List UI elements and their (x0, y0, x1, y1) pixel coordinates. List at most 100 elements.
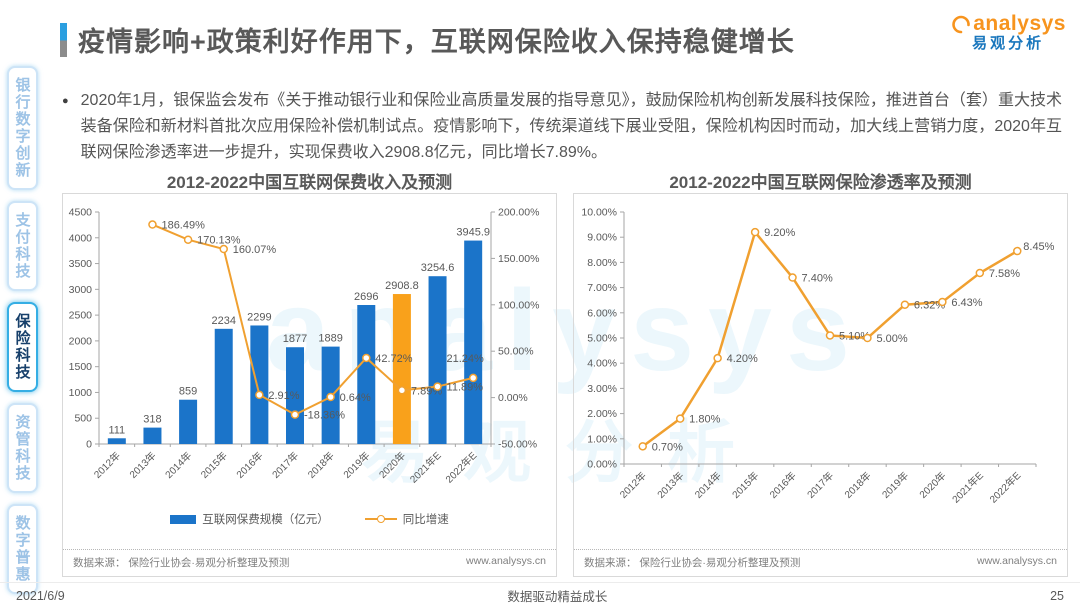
svg-text:200.00%: 200.00% (498, 207, 539, 219)
logo-cn-text: 易观分析 (972, 35, 1045, 53)
svg-text:8.45%: 8.45% (1023, 241, 1054, 253)
svg-text:2013年: 2013年 (654, 469, 686, 501)
svg-text:2.91%: 2.91% (268, 390, 299, 402)
svg-text:0.00%: 0.00% (498, 392, 528, 404)
svg-text:2020年: 2020年 (916, 469, 948, 501)
svg-text:2013年: 2013年 (127, 449, 159, 481)
svg-text:1889: 1889 (318, 333, 342, 345)
sidebar: 银行数字创新 支付科技 保险科技 资管科技 数字普惠 (3, 66, 41, 594)
site-text: www.analysys.cn (977, 555, 1057, 567)
svg-text:2019年: 2019年 (879, 469, 911, 501)
svg-text:5.10%: 5.10% (839, 330, 870, 342)
svg-text:2019年: 2019年 (340, 449, 372, 481)
intro-paragraph: 2020年1月，银保监会发布《关于推动银行业和保险业高质量发展的指导意见》，鼓励… (80, 92, 1062, 161)
svg-text:3000: 3000 (69, 284, 93, 296)
svg-text:2012年: 2012年 (617, 469, 649, 501)
footer-page-number: 25 (1050, 588, 1064, 603)
penetration-rate-chart: 0.00% 1.00% 2.00% 3.00% 4.00% 5.00% 6.00% 7.00%… (581, 207, 1054, 506)
svg-text:5.00%: 5.00% (587, 333, 617, 345)
svg-text:2018年: 2018年 (305, 449, 337, 481)
bullet-icon: ● (62, 95, 69, 107)
svg-text:1000: 1000 (69, 387, 93, 399)
svg-text:2020年: 2020年 (376, 449, 408, 481)
svg-text:-50.00%: -50.00% (498, 439, 537, 451)
svg-text:2500: 2500 (69, 310, 93, 322)
chart-panel-premium-income: 0 500 1000 1500 2000 2500 3000 3500 4000 4500 -50.… (62, 193, 557, 577)
svg-text:2021年E: 2021年E (407, 449, 444, 486)
svg-text:318: 318 (143, 414, 161, 426)
chart-panel-penetration-rate: 0.00% 1.00% 2.00% 3.00% 4.00% 5.00% 6.00% 7.00%… (573, 193, 1068, 577)
svg-text:2017年: 2017年 (804, 469, 836, 501)
svg-text:0.70%: 0.70% (652, 441, 683, 453)
sidebar-item-insurance-tech[interactable]: 保险科技 (6, 302, 38, 392)
svg-text:2299: 2299 (247, 311, 271, 323)
intro-section: ● 2020年1月，银保监会发布《关于推动银行业和保险业高质量发展的指导意见》，… (62, 88, 1062, 166)
svg-text:6.32%: 6.32% (914, 300, 945, 312)
logo-swirl-icon (952, 15, 971, 33)
sidebar-item-bank-digital-innovation[interactable]: 银行数字创新 (6, 66, 38, 190)
svg-text:186.49%: 186.49% (161, 220, 205, 232)
svg-text:1877: 1877 (283, 333, 307, 345)
logo-brand-text: analysys (973, 12, 1066, 35)
svg-text:2014年: 2014年 (162, 449, 194, 481)
svg-text:2016年: 2016年 (233, 449, 265, 481)
svg-text:2012年: 2012年 (91, 449, 123, 481)
svg-text:11.89%: 11.89% (447, 382, 484, 394)
svg-text:0.64%: 0.64% (340, 392, 371, 404)
analysys-logo: analysys 易观分析 (950, 12, 1066, 53)
svg-text:2234: 2234 (211, 315, 235, 327)
svg-text:100.00%: 100.00% (498, 299, 539, 311)
page-title: 疫情影响+政策利好作用下，互联网保险收入保持稳健增长 (78, 27, 795, 57)
svg-text:21.24%: 21.24% (447, 353, 485, 365)
svg-text:7.00%: 7.00% (587, 282, 617, 294)
svg-text:2017年: 2017年 (269, 449, 301, 481)
svg-text:-18.36%: -18.36% (304, 410, 345, 422)
svg-text:160.07%: 160.07% (233, 244, 277, 256)
svg-text:4000: 4000 (69, 232, 93, 244)
source-note: 数据来源： 保险行业协会·易观分析整理及预测 (584, 557, 801, 569)
svg-text:6.43%: 6.43% (951, 297, 982, 309)
source-note: 数据来源： 保险行业协会·易观分析整理及预测 (73, 557, 290, 569)
svg-text:500: 500 (74, 413, 92, 425)
svg-text:2016年: 2016年 (767, 469, 799, 501)
svg-text:1500: 1500 (69, 361, 93, 373)
svg-text:3500: 3500 (69, 258, 93, 270)
svg-text:4500: 4500 (69, 207, 93, 219)
svg-text:0: 0 (86, 439, 92, 451)
svg-text:8.00%: 8.00% (587, 257, 617, 269)
svg-text:2022年E: 2022年E (443, 449, 480, 486)
svg-text:4.00%: 4.00% (587, 358, 617, 370)
svg-text:42.72%: 42.72% (375, 353, 413, 365)
svg-text:1.80%: 1.80% (689, 414, 720, 426)
legend-line-swatch (364, 515, 397, 523)
sidebar-item-digital-inclusion[interactable]: 数字普惠 (6, 504, 38, 594)
svg-text:6.00%: 6.00% (587, 307, 617, 319)
svg-text:7.58%: 7.58% (989, 268, 1020, 280)
premium-income-chart: 0 500 1000 1500 2000 2500 3000 3500 4000 4500 -50.… (69, 207, 540, 486)
sidebar-item-asset-management-tech[interactable]: 资管科技 (6, 403, 38, 493)
svg-text:7.40%: 7.40% (802, 273, 833, 285)
svg-text:2018年: 2018年 (842, 469, 874, 501)
panel-footer: 数据来源： 保险行业协会·易观分析整理及预测 www.analysys.cn (63, 549, 556, 576)
panel-footer: 数据来源： 保险行业协会·易观分析整理及预测 www.analysys.cn (574, 549, 1067, 576)
svg-text:9.20%: 9.20% (764, 227, 795, 239)
svg-text:150.00%: 150.00% (498, 253, 539, 265)
page-footer: 2021/6/9 数据驱动精益成长 25 (0, 582, 1080, 608)
svg-text:4.20%: 4.20% (727, 353, 758, 365)
svg-text:2015年: 2015年 (198, 449, 230, 481)
header: 疫情影响+政策利好作用下，互联网保险收入保持稳健增长 (60, 20, 795, 59)
footer-date: 2021/6/9 (16, 588, 65, 603)
svg-text:3254.6: 3254.6 (421, 262, 455, 274)
svg-text:10.00%: 10.00% (581, 207, 617, 219)
svg-text:0.00%: 0.00% (587, 459, 617, 471)
svg-text:2015年: 2015年 (729, 469, 761, 501)
legend-item-yoy-growth: 同比增速 (364, 511, 449, 527)
sidebar-item-payment-tech[interactable]: 支付科技 (6, 201, 38, 291)
svg-text:50.00%: 50.00% (498, 346, 534, 358)
footer-slogan: 数据驱动精益成长 (507, 590, 608, 604)
title-accent-bar (60, 22, 67, 57)
svg-text:3945.9: 3945.9 (456, 227, 490, 239)
chart-title-premium-income: 2012-2022中国互联网保费收入及预测 (166, 173, 453, 192)
svg-text:1.00%: 1.00% (587, 433, 617, 445)
